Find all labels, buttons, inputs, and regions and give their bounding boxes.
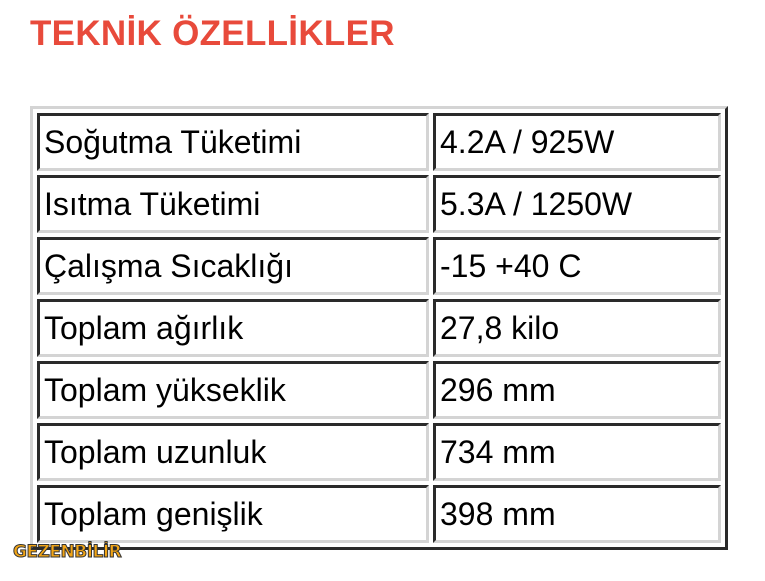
spec-label: Çalışma Sıcaklığı <box>37 237 429 295</box>
spec-value: -15 +40 C <box>433 237 721 295</box>
table-row: Toplam yükseklik 296 mm <box>37 361 721 419</box>
spec-value: 4.2A / 925W <box>433 113 721 171</box>
spec-label: Isıtma Tüketimi <box>37 175 429 233</box>
page-title: TEKNİK ÖZELLİKLER <box>30 14 395 53</box>
spec-label: Toplam yükseklik <box>37 361 429 419</box>
spec-value: 734 mm <box>433 423 721 481</box>
spec-value: 398 mm <box>433 485 721 543</box>
specs-table: Soğutma Tüketimi 4.2A / 925W Isıtma Tüket… <box>30 106 728 550</box>
table-row: Soğutma Tüketimi 4.2A / 925W <box>37 113 721 171</box>
spec-label: Toplam genişlik <box>37 485 429 543</box>
table-row: Toplam uzunluk 734 mm <box>37 423 721 481</box>
table-row: Toplam genişlik 398 mm <box>37 485 721 543</box>
watermark-logo: GEZENBİLİR <box>12 542 122 563</box>
table-row: Isıtma Tüketimi 5.3A / 1250W <box>37 175 721 233</box>
spec-value: 296 mm <box>433 361 721 419</box>
spec-label: Toplam ağırlık <box>37 299 429 357</box>
table-row: Çalışma Sıcaklığı -15 +40 C <box>37 237 721 295</box>
spec-label: Soğutma Tüketimi <box>37 113 429 171</box>
logo-text: GEZENBİLİR <box>12 542 122 563</box>
spec-value: 5.3A / 1250W <box>433 175 721 233</box>
spec-label: Toplam uzunluk <box>37 423 429 481</box>
spec-value: 27,8 kilo <box>433 299 721 357</box>
table-row: Toplam ağırlık 27,8 kilo <box>37 299 721 357</box>
